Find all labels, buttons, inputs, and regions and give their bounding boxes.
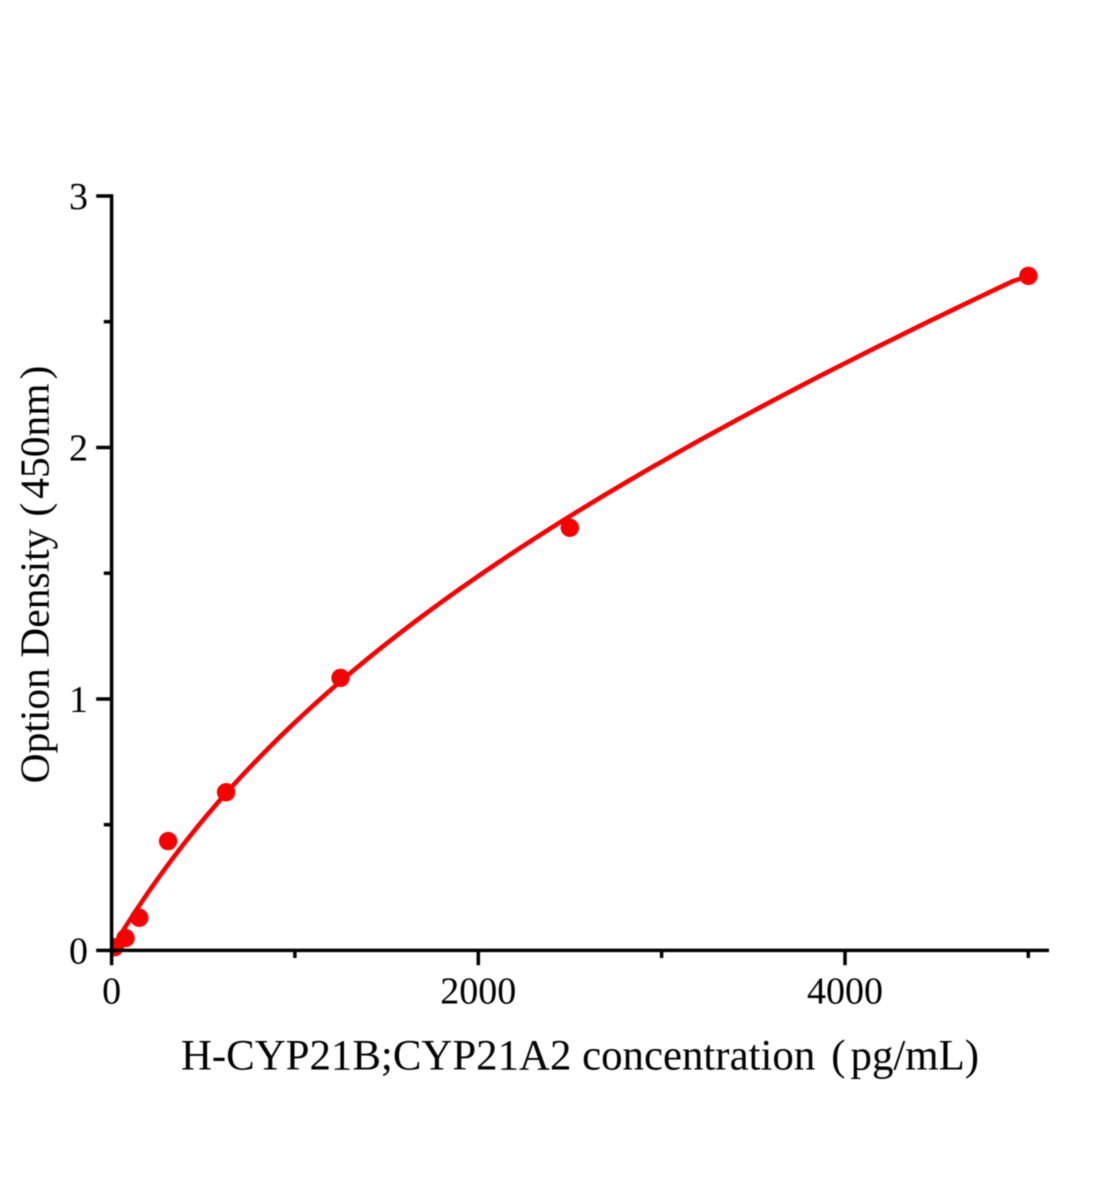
svg-text:3: 3: [69, 176, 88, 218]
svg-text:1: 1: [69, 679, 88, 721]
svg-text:0: 0: [102, 970, 121, 1012]
svg-text:2000: 2000: [440, 970, 516, 1012]
svg-text:0: 0: [69, 930, 88, 972]
svg-text:H-CYP21B;CYP21A2 concentration: H-CYP21B;CYP21A2 concentration(pg/mL): [181, 1033, 979, 1080]
svg-text:Option Density(450nm): Option Density(450nm): [12, 366, 59, 784]
svg-text:2: 2: [69, 428, 88, 470]
svg-text:4000: 4000: [807, 970, 883, 1012]
